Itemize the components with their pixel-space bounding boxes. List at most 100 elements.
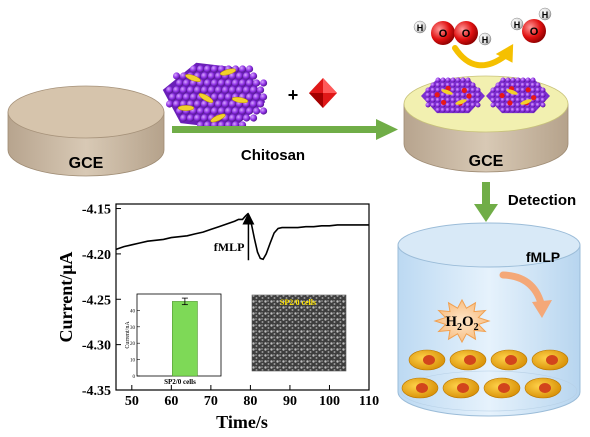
inset-y-tick-label: 30 <box>130 326 136 331</box>
sheet-atom <box>495 82 501 88</box>
nanosheet-atom <box>196 65 205 73</box>
sheet-atom <box>460 82 466 88</box>
sheet-atom <box>515 87 521 93</box>
sheet-atom <box>505 77 511 83</box>
inset-image-label: SP2/0 cells <box>280 298 316 307</box>
sheet-atom <box>440 82 446 88</box>
nanosheet-atom <box>210 79 219 87</box>
nanosheet-atom <box>256 100 265 108</box>
nanosheet-atom <box>217 107 226 115</box>
x-tick-label: 90 <box>283 394 297 409</box>
inset-y-tick-label: 10 <box>130 359 136 364</box>
cell-nucleus <box>423 355 435 365</box>
nanosheet-atom <box>200 100 209 108</box>
nanosheet-atom <box>168 93 177 101</box>
sheet-atom <box>460 107 466 113</box>
x-axis-label: Time/s <box>216 412 268 432</box>
nanosheet-atom <box>193 100 202 108</box>
nanorod <box>210 113 226 123</box>
nanosheet-atom <box>245 65 254 73</box>
nanosheet-atom <box>165 100 174 108</box>
sheet-atom <box>450 77 456 83</box>
nanosheet-atom <box>228 100 237 108</box>
sheet-atom <box>490 92 496 98</box>
y-tick-label: -4.35 <box>82 384 111 399</box>
nanosheet-hexagon <box>162 62 268 130</box>
y-axis-ticks: -4.15 -4.20 -4.25 -4.30 -4.35 <box>82 203 121 399</box>
x-axis-ticks: 50 60 70 80 90 100 110 <box>125 385 379 409</box>
sheet-atom <box>445 107 451 113</box>
nanosheet-atom <box>200 114 209 122</box>
gce-right-label: GCE <box>469 153 504 170</box>
nanosheet-atom <box>231 79 240 87</box>
nanorod <box>198 93 214 103</box>
cell-nucleus <box>505 355 517 365</box>
nanosheet-atom <box>189 93 198 101</box>
y-axis-label: Current/μA <box>56 252 76 343</box>
nanosheet-atom <box>238 79 247 87</box>
sheet-atom <box>440 77 446 83</box>
nanosheet-atom <box>238 107 247 115</box>
atom-o-label-2: O <box>462 28 471 40</box>
gce-left-label: GCE <box>69 155 104 172</box>
sheet-atom <box>435 82 441 88</box>
x-tick-label: 110 <box>359 394 379 409</box>
y-tick-label: -4.30 <box>82 339 111 354</box>
sheet-atom <box>425 87 431 93</box>
nanosheet-atom <box>259 93 268 101</box>
sheet-atom <box>455 107 461 113</box>
nanosheet-atom <box>224 107 233 115</box>
nanosheet-atom <box>228 72 237 80</box>
sheet-atom <box>440 92 446 98</box>
sheet-atom <box>515 77 521 83</box>
nanosheet-atom <box>217 79 226 87</box>
sheet-atom <box>515 97 521 103</box>
nanosheet-atom <box>207 86 216 94</box>
atom-h-label-2: H <box>482 35 489 45</box>
sheet-atom <box>535 97 541 103</box>
cell-nucleus <box>416 383 428 393</box>
nanosheet-atom <box>200 86 209 94</box>
atom-h-label-4: H <box>542 10 549 20</box>
nanosheet-atom <box>259 79 268 87</box>
sheet-atom <box>530 102 536 108</box>
sheet-atom <box>515 107 521 113</box>
inset-bar-chart: 0 10 20 30 40 Current/nA SP2/0 cells <box>125 293 222 386</box>
nanosheet-atom <box>179 114 188 122</box>
inset-category-label: SP2/0 cells <box>164 378 196 386</box>
nanosheet-atom <box>196 107 205 115</box>
inset-bar <box>172 301 198 377</box>
inset-y-tick-label: 20 <box>130 342 136 347</box>
sheet-atom <box>490 102 496 108</box>
nanosheet-atom <box>245 93 254 101</box>
nanosheet-atom <box>207 72 216 80</box>
chitosan-label: Chitosan <box>241 147 305 164</box>
cells-group <box>401 349 569 399</box>
x-tick-label: 60 <box>164 394 178 409</box>
sheet-atom <box>435 97 441 103</box>
sheet-atom <box>495 97 501 103</box>
sheet-atom <box>535 92 541 98</box>
sheet-atom <box>530 77 536 83</box>
sheet-atom <box>470 87 476 93</box>
nanosheet-atom <box>217 93 226 101</box>
nanosheet-atom <box>252 79 261 87</box>
nanosheet-atom <box>182 93 191 101</box>
nanosheet-atom <box>231 107 240 115</box>
sheet-atom <box>455 87 461 93</box>
nanosheet-atom <box>214 86 223 94</box>
nanosheet-atom <box>210 65 219 73</box>
cell-nucleus <box>539 383 551 393</box>
nanosheet-atom <box>242 72 251 80</box>
cell-nucleus <box>457 383 469 393</box>
y-tick-label: -4.25 <box>82 293 111 308</box>
sheet-atom <box>435 107 441 113</box>
nanosheet-atom <box>235 114 244 122</box>
sheet-atom <box>435 77 441 83</box>
nanosheet-atom <box>238 65 247 73</box>
nanosheet-atom <box>203 79 212 87</box>
sheet-atom <box>490 97 496 103</box>
sheet-atom <box>525 92 531 98</box>
sheet-atom <box>520 77 526 83</box>
